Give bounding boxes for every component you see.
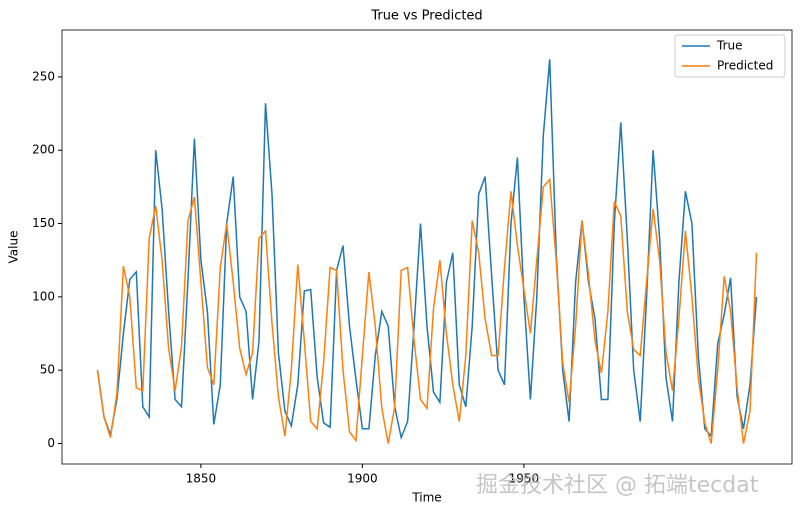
y-axis-label: Value: [7, 231, 21, 264]
x-tick-label: 1900: [347, 472, 378, 486]
x-axis-label: Time: [411, 491, 441, 505]
legend-label: True: [716, 39, 743, 53]
y-tick-label: 200: [32, 143, 55, 157]
y-tick-label: 250: [32, 69, 55, 83]
plot-frame: [61, 29, 793, 465]
legend-label: Predicted: [717, 59, 773, 73]
y-tick-label: 150: [32, 216, 55, 230]
y-tick-label: 50: [40, 363, 55, 377]
y-tick-label: 100: [32, 289, 55, 303]
chart-title: True vs Predicted: [370, 9, 482, 24]
y-tick-label: 0: [47, 436, 55, 450]
legend: True Predicted: [674, 34, 786, 78]
x-tick-label: 1950: [509, 472, 540, 486]
line-series: [96, 59, 758, 441]
x-tick-label: 1850: [186, 472, 217, 486]
watermark: 掘金技术社区 @ 拓端tecdat: [476, 473, 759, 498]
line-series: [96, 177, 758, 444]
